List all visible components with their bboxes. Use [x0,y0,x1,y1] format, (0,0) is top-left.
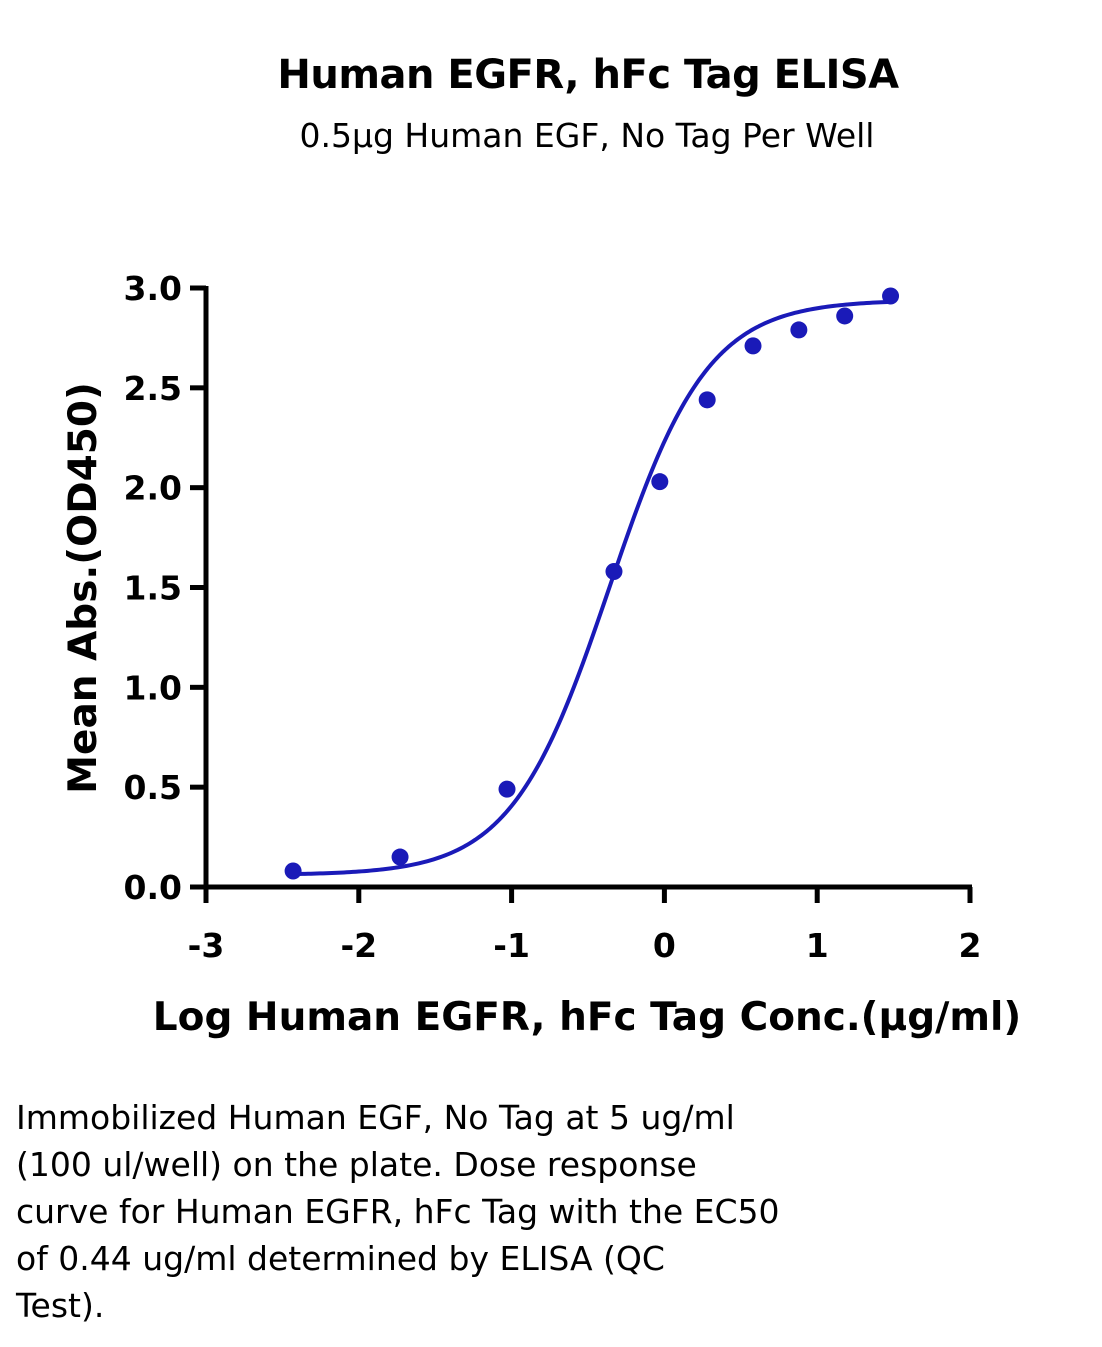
data-point [836,307,854,325]
x-tick-label: -2 [340,926,377,965]
x-tick-label: 1 [806,926,829,965]
chart-subtitle: 0.5μg Human EGF, No Tag Per Well [299,116,875,155]
data-point [651,473,669,491]
caption-line: Test). [16,1286,105,1325]
chart-title: Human EGFR, hFc Tag ELISA [277,52,899,98]
y-tick-label: 1.0 [124,668,182,707]
caption: Immobilized Human EGF, No Tag at 5 ug/ml… [16,1094,916,1329]
elisa-chart: -3 -2 -1 0 1 2 0.0 0.5 1.0 1.5 2.0 2.5 3.0 Log Huma… [61,269,1021,1040]
caption-line: curve for Human EGFR, hFc Tag with the E… [16,1192,780,1231]
y-tick-label: 2.0 [124,469,182,508]
fit-curve [293,299,891,877]
x-axis-label: Log Human EGFR, hFc Tag Conc.(μg/ml) [153,995,1021,1040]
x-tick-label: 0 [653,926,676,965]
data-point [391,848,409,866]
caption-line: of 0.44 ug/ml determined by ELISA (QC [16,1239,665,1278]
y-tick-label: 2.5 [124,369,182,408]
data-point [882,287,900,305]
fit-curve-group [293,299,891,877]
chart-axes [203,286,972,890]
y-axis-ticks: 0.0 0.5 1.0 1.5 2.0 2.5 3.0 [124,269,206,907]
y-tick-label: 3.0 [124,269,182,308]
y-axis-label: Mean Abs.(OD450) [61,382,106,794]
data-point [498,780,516,798]
data-point [790,321,808,339]
x-tick-label: 2 [959,926,982,965]
x-tick-label: -3 [188,926,225,965]
y-tick-label: 1.5 [124,569,182,608]
data-point [605,563,623,581]
data-point [744,337,762,355]
y-tick-label: 0.5 [124,768,182,807]
data-points [284,287,900,880]
x-axis-ticks: -3 -2 -1 0 1 2 [188,887,982,965]
caption-line: (100 ul/well) on the plate. Dose respons… [16,1145,697,1184]
data-point [698,391,716,409]
y-tick-label: 0.0 [124,868,182,907]
x-tick-label: -1 [493,926,530,965]
data-point [284,862,302,880]
caption-line: Immobilized Human EGF, No Tag at 5 ug/ml [16,1098,735,1137]
